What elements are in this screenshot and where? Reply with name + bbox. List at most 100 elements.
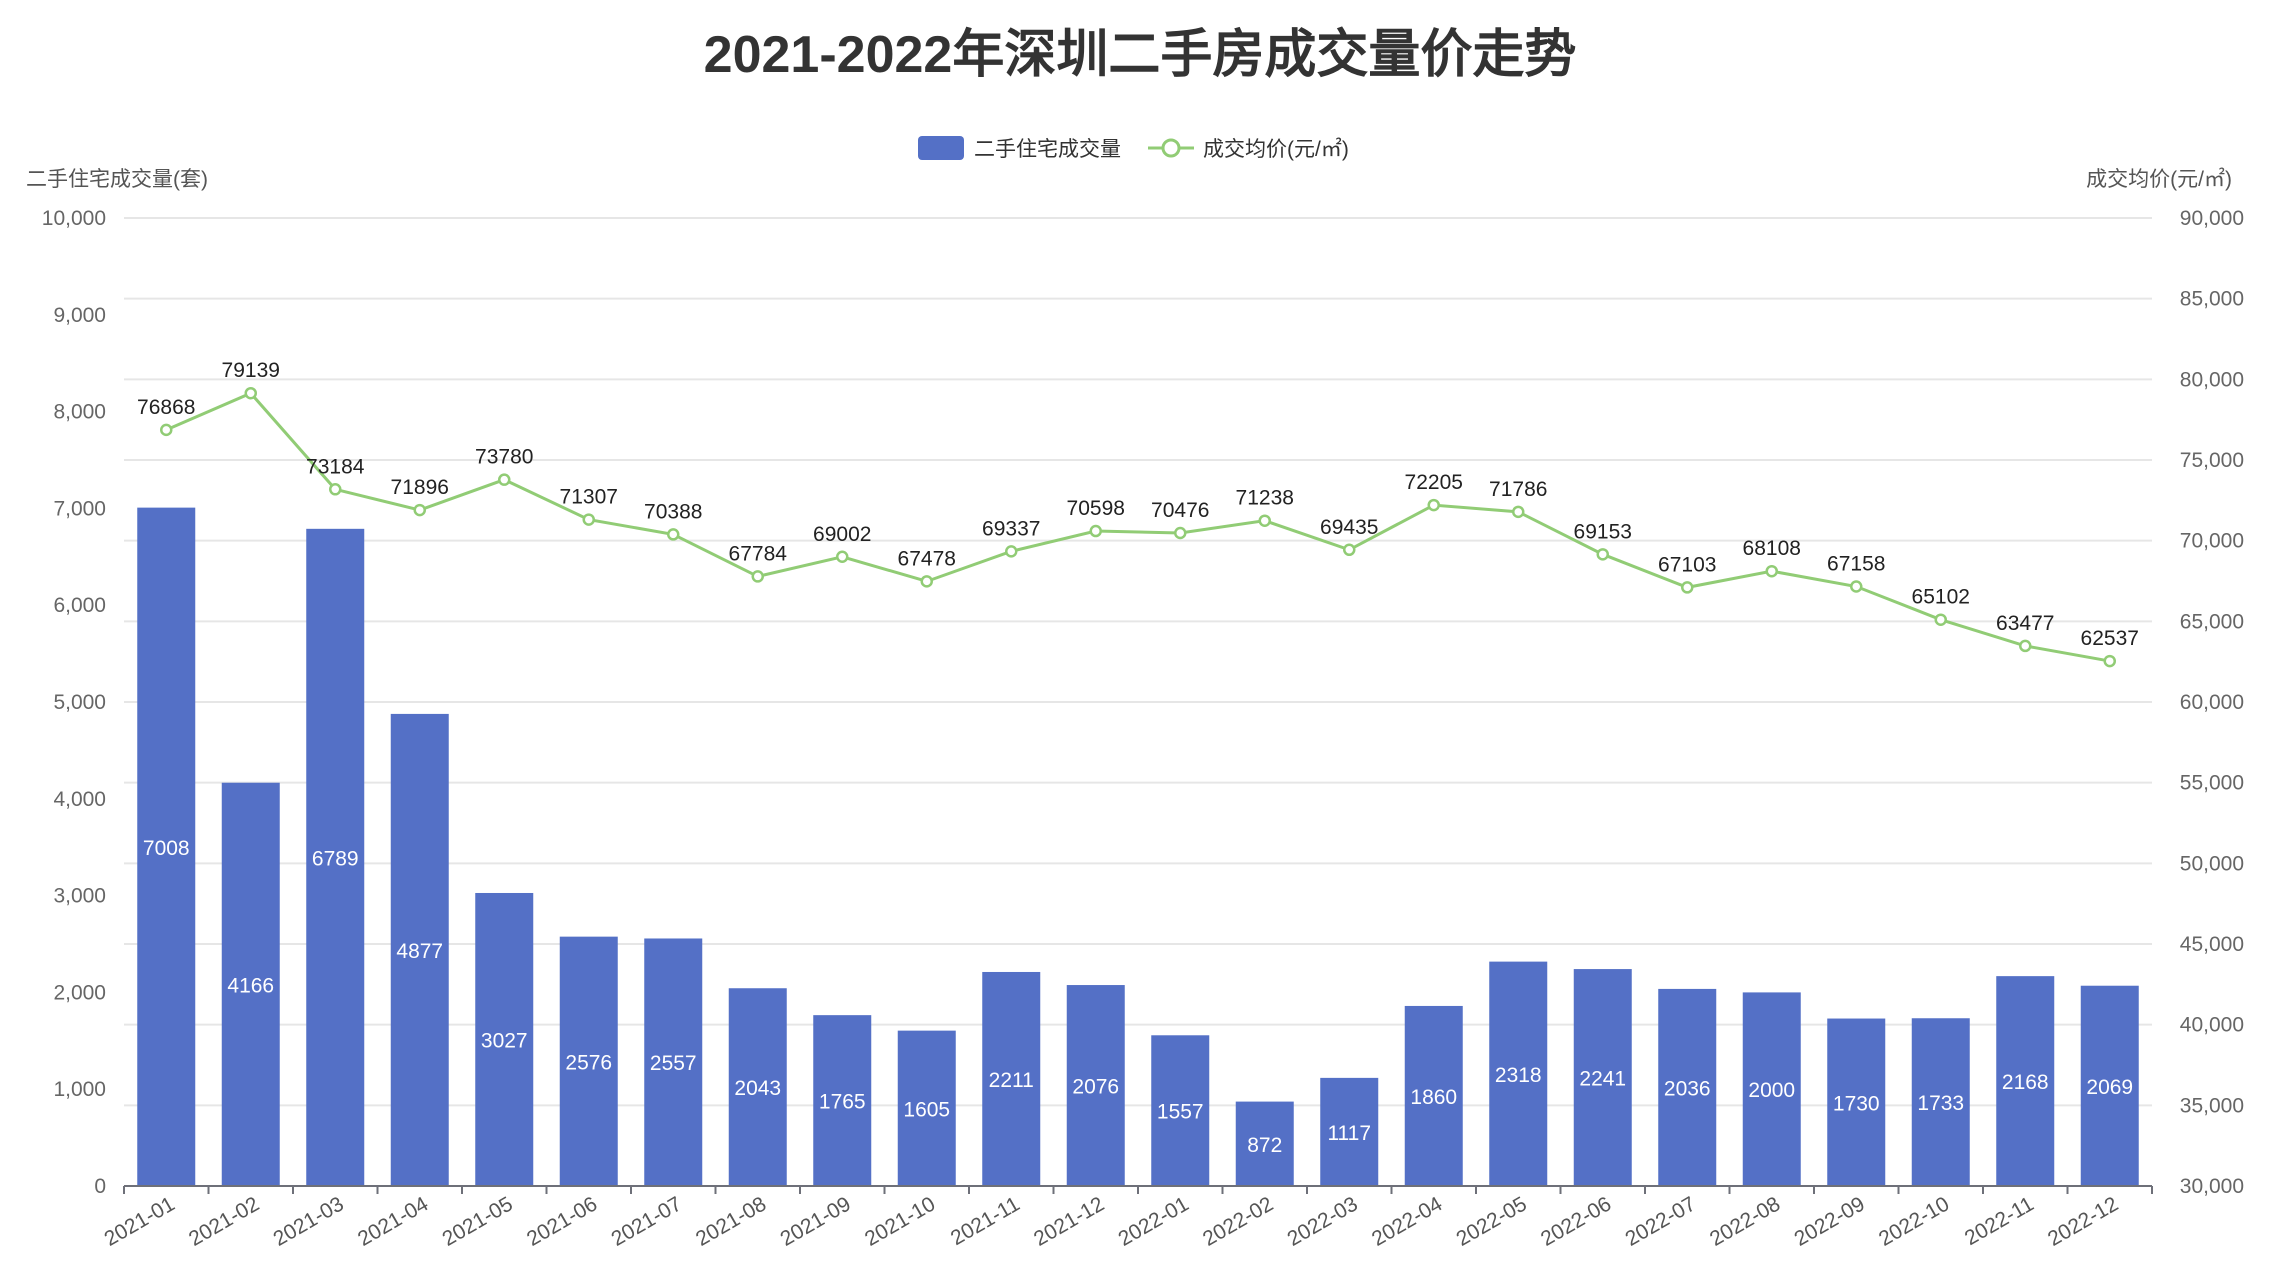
right-axis-tick: 40,000 <box>2180 1014 2244 1037</box>
bar-value-label: 1605 <box>903 1098 950 1121</box>
bar <box>982 971 1041 1186</box>
price-point <box>1765 564 1778 578</box>
bar-value-label: 1733 <box>1917 1092 1964 1115</box>
price-value-label: 70388 <box>644 500 702 523</box>
bar <box>137 507 196 1186</box>
price-value-label: 71238 <box>1236 487 1294 510</box>
bar <box>1742 992 1801 1186</box>
price-point <box>920 575 933 588</box>
bar <box>644 938 703 1186</box>
bar-value-label: 2069 <box>2086 1076 2133 1099</box>
right-axis-tick: 60,000 <box>2180 691 2244 714</box>
bar-value-label: 1117 <box>1327 1122 1371 1145</box>
price-point <box>667 528 680 541</box>
left-axis-tick: 2,000 <box>53 981 106 1004</box>
right-axis-tick: 55,000 <box>2180 772 2244 795</box>
price-point <box>1681 581 1694 594</box>
bar <box>1404 1005 1463 1186</box>
bar <box>813 1015 872 1186</box>
right-axis-tick: 65,000 <box>2180 610 2244 633</box>
price-point <box>329 483 342 496</box>
price-value-label: 73184 <box>306 455 365 478</box>
x-axis-label: 2021-10 <box>861 1192 939 1250</box>
bar-value-label: 2076 <box>1072 1076 1119 1099</box>
legend-bar-swatch[interactable] <box>918 136 964 160</box>
legend-line-label[interactable]: 成交均价(元/㎡) <box>1203 137 1349 161</box>
bar <box>1320 1077 1379 1186</box>
bar <box>1573 969 1632 1186</box>
bar-value-label: 2557 <box>650 1052 697 1075</box>
price-point <box>160 423 173 437</box>
right-axis-tick: 75,000 <box>2180 449 2244 472</box>
x-axis-label: 2021-07 <box>607 1192 685 1250</box>
bar-value-label: 2241 <box>1579 1068 1626 1091</box>
legend-line-marker[interactable] <box>1161 138 1181 158</box>
left-axis-tick: 10,000 <box>42 207 106 230</box>
price-point <box>2103 654 2116 668</box>
bar <box>1151 1035 1210 1186</box>
x-axis-label: 2022-02 <box>1199 1192 1277 1250</box>
price-point <box>1089 524 1102 538</box>
x-axis-label: 2022-06 <box>1537 1192 1615 1250</box>
price-point <box>1850 580 1863 593</box>
price-point <box>2019 639 2032 653</box>
x-axis-label: 2021-12 <box>1030 1192 1108 1250</box>
price-value-label: 71307 <box>560 486 618 509</box>
bar-value-label: 872 <box>1247 1134 1282 1157</box>
x-axis-label: 2022-04 <box>1368 1192 1447 1251</box>
price-value-label: 69153 <box>1574 520 1632 543</box>
bar <box>221 782 280 1186</box>
bar <box>1911 1018 1970 1186</box>
x-axis-label: 2021-03 <box>269 1192 347 1250</box>
bar <box>1066 985 1125 1186</box>
x-axis-label: 2022-10 <box>1875 1192 1953 1250</box>
bar-value-label: 2036 <box>1664 1077 1711 1100</box>
price-point <box>1512 505 1525 519</box>
bar <box>306 528 365 1186</box>
right-axis-tick: 50,000 <box>2180 852 2244 875</box>
right-axis-name: 成交均价(元/㎡) <box>2086 167 2232 191</box>
price-value-label: 69002 <box>813 523 871 546</box>
bar-value-label: 2043 <box>734 1077 781 1100</box>
bar <box>475 892 534 1186</box>
x-axis-label: 2021-05 <box>438 1192 516 1250</box>
bar-value-label: 4166 <box>227 974 274 997</box>
price-value-label: 62537 <box>2081 627 2139 650</box>
x-axis-label: 2022-08 <box>1706 1192 1784 1250</box>
bar-value-label: 2168 <box>2002 1071 2049 1094</box>
left-axis-tick: 9,000 <box>53 304 106 327</box>
price-value-label: 72205 <box>1405 471 1463 494</box>
bar-value-label: 6789 <box>312 847 359 870</box>
left-axis-name: 二手住宅成交量(套) <box>26 168 208 191</box>
left-axis-tick: 6,000 <box>53 594 106 617</box>
right-axis-tick: 30,000 <box>2180 1175 2244 1198</box>
x-axis-label: 2021-06 <box>523 1192 601 1250</box>
price-value-label: 67784 <box>729 542 788 565</box>
left-axis-tick: 0 <box>94 1175 106 1198</box>
right-axis-tick: 45,000 <box>2180 933 2244 956</box>
x-axis-label: 2021-01 <box>100 1192 178 1250</box>
bar-value-label: 1860 <box>1410 1086 1457 1109</box>
price-point <box>1174 526 1187 540</box>
x-axis-label: 2021-09 <box>776 1192 854 1250</box>
legend: 二手住宅成交量 成交均价(元/㎡) <box>918 136 1349 161</box>
price-value-label: 67103 <box>1658 553 1716 576</box>
price-value-label: 70476 <box>1151 499 1209 522</box>
bar-value-label: 2576 <box>565 1051 612 1074</box>
x-axis-label: 2022-07 <box>1621 1192 1699 1250</box>
left-axis-tick: 1,000 <box>53 1078 106 1101</box>
legend-bar-label[interactable]: 二手住宅成交量 <box>974 138 1121 161</box>
right-axis-tick: 35,000 <box>2180 1094 2244 1117</box>
bar-value-label: 2211 <box>989 1069 1034 1092</box>
right-axis-tick: 85,000 <box>2180 288 2244 311</box>
x-axis-label: 2021-04 <box>354 1192 433 1251</box>
bar-value-label: 7008 <box>143 837 190 860</box>
bar-value-label: 1765 <box>819 1091 866 1114</box>
left-axis-tick: 7,000 <box>53 497 106 520</box>
price-point <box>1596 548 1609 561</box>
price-value-label: 71896 <box>391 476 449 499</box>
x-axis-label: 2022-11 <box>1961 1192 2038 1250</box>
bar <box>1658 988 1717 1186</box>
bar-value-label: 4877 <box>396 940 443 963</box>
